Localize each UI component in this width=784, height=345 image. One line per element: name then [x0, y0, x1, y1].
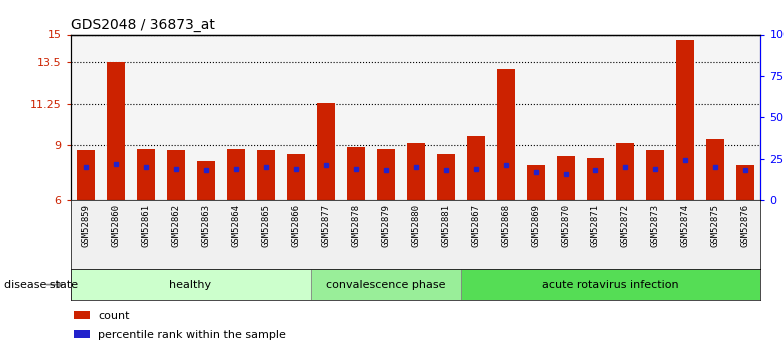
- Bar: [310, 269, 460, 300]
- Text: GSM52878: GSM52878: [351, 204, 360, 247]
- Bar: [74, 311, 90, 319]
- Text: GSM52867: GSM52867: [471, 204, 480, 247]
- Text: GSM52869: GSM52869: [531, 204, 540, 247]
- Text: GSM52864: GSM52864: [231, 204, 240, 247]
- Text: GSM52873: GSM52873: [651, 204, 660, 247]
- Bar: [736, 165, 754, 200]
- Bar: [527, 165, 545, 200]
- Bar: [677, 40, 695, 200]
- Bar: [286, 154, 304, 200]
- Bar: [256, 150, 274, 200]
- Text: GSM52865: GSM52865: [261, 204, 270, 247]
- Bar: [496, 69, 514, 200]
- Bar: [166, 150, 184, 200]
- Text: GSM52879: GSM52879: [381, 204, 390, 247]
- Bar: [557, 156, 575, 200]
- Bar: [437, 154, 455, 200]
- Bar: [586, 158, 604, 200]
- Bar: [197, 161, 215, 200]
- Text: acute rotavirus infection: acute rotavirus infection: [543, 280, 679, 289]
- Bar: [77, 150, 95, 200]
- Bar: [407, 143, 424, 200]
- Bar: [74, 330, 90, 338]
- Text: GSM52862: GSM52862: [171, 204, 180, 247]
- Text: GSM52881: GSM52881: [441, 204, 450, 247]
- Text: GSM52870: GSM52870: [561, 204, 570, 247]
- Text: disease state: disease state: [4, 280, 78, 289]
- Text: count: count: [98, 311, 129, 321]
- Bar: [136, 149, 154, 200]
- Text: GSM52861: GSM52861: [141, 204, 150, 247]
- Text: GSM52871: GSM52871: [591, 204, 600, 247]
- Text: GSM52874: GSM52874: [681, 204, 690, 247]
- Bar: [317, 102, 335, 200]
- Text: GSM52863: GSM52863: [201, 204, 210, 247]
- Text: GSM52876: GSM52876: [741, 204, 750, 247]
- Text: GSM52859: GSM52859: [81, 204, 90, 247]
- Bar: [227, 149, 245, 200]
- Bar: [347, 147, 365, 200]
- Text: GSM52868: GSM52868: [501, 204, 510, 247]
- Text: GSM52866: GSM52866: [291, 204, 300, 247]
- Bar: [107, 62, 125, 200]
- Text: convalescence phase: convalescence phase: [326, 280, 445, 289]
- Bar: [647, 150, 665, 200]
- Text: healthy: healthy: [169, 280, 212, 289]
- Text: GSM52877: GSM52877: [321, 204, 330, 247]
- Bar: [376, 149, 394, 200]
- Bar: [71, 269, 310, 300]
- Text: GSM52872: GSM52872: [621, 204, 630, 247]
- Text: GSM52860: GSM52860: [111, 204, 120, 247]
- Bar: [706, 139, 724, 200]
- Text: GDS2048 / 36873_at: GDS2048 / 36873_at: [71, 18, 215, 32]
- Bar: [460, 269, 760, 300]
- Text: percentile rank within the sample: percentile rank within the sample: [98, 330, 286, 340]
- Bar: [616, 143, 634, 200]
- Text: GSM52875: GSM52875: [711, 204, 720, 247]
- Text: GSM52880: GSM52880: [411, 204, 420, 247]
- Bar: [466, 136, 485, 200]
